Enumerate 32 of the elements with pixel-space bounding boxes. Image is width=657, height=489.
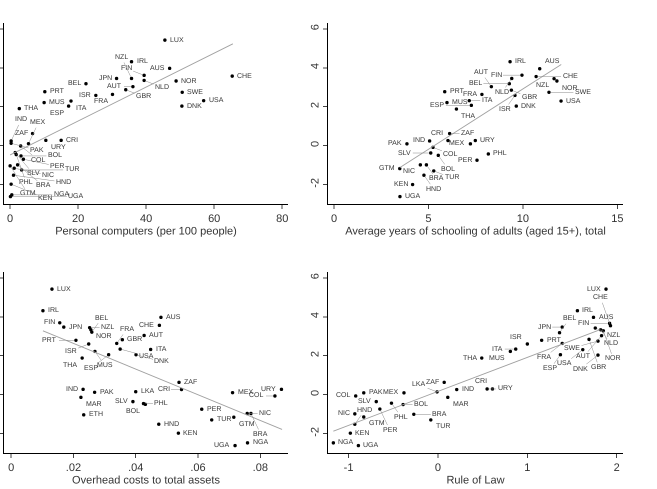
x-tick-label: 0 [8,462,14,474]
y-tick-label: 6 [310,273,322,280]
x-tick-label: 2 [614,462,620,474]
x-tick-label: .04 [128,462,144,474]
x-tick-label: 80 [276,213,288,226]
x-axis-title: Average years of schooling of adults (aged 15+), total [345,225,606,238]
y-tick-label: -2 [310,178,322,188]
x-tick-label: 0 [7,213,14,226]
x-tick-label: 60 [208,213,220,226]
y-tick-label: 6 [310,24,322,30]
x-tick-label: 15 [611,213,624,226]
x-tick-label: 5 [425,213,432,226]
x-tick-label: -1 [344,462,354,474]
y-tick-label: 2 [310,102,322,108]
y-tick-label: 4 [310,312,322,318]
y-tick-label: 0 [310,390,322,396]
x-tick-label: .08 [252,462,268,474]
x-axis-title: Overhead costs to total assets [72,474,220,486]
x-axis-title: Personal computers (per 100 people) [55,225,237,238]
x-tick-label: 10 [516,213,530,226]
y-tick-label: 2 [310,350,322,358]
x-tick-label: .02 [66,462,82,474]
x-tick-label: 20 [72,213,84,226]
x-axis-title: Rule of Law [446,474,505,486]
x-tick-label: 40 [140,213,152,226]
y-tick-label: 0 [310,140,322,148]
x-tick-label: .06 [190,462,206,474]
y-tick-label: -2 [310,427,322,437]
x-tick-label: 0 [330,213,338,226]
y-tick-label: 4 [310,63,322,70]
x-tick-label: 0 [434,462,442,474]
x-tick-label: 1 [524,462,530,474]
